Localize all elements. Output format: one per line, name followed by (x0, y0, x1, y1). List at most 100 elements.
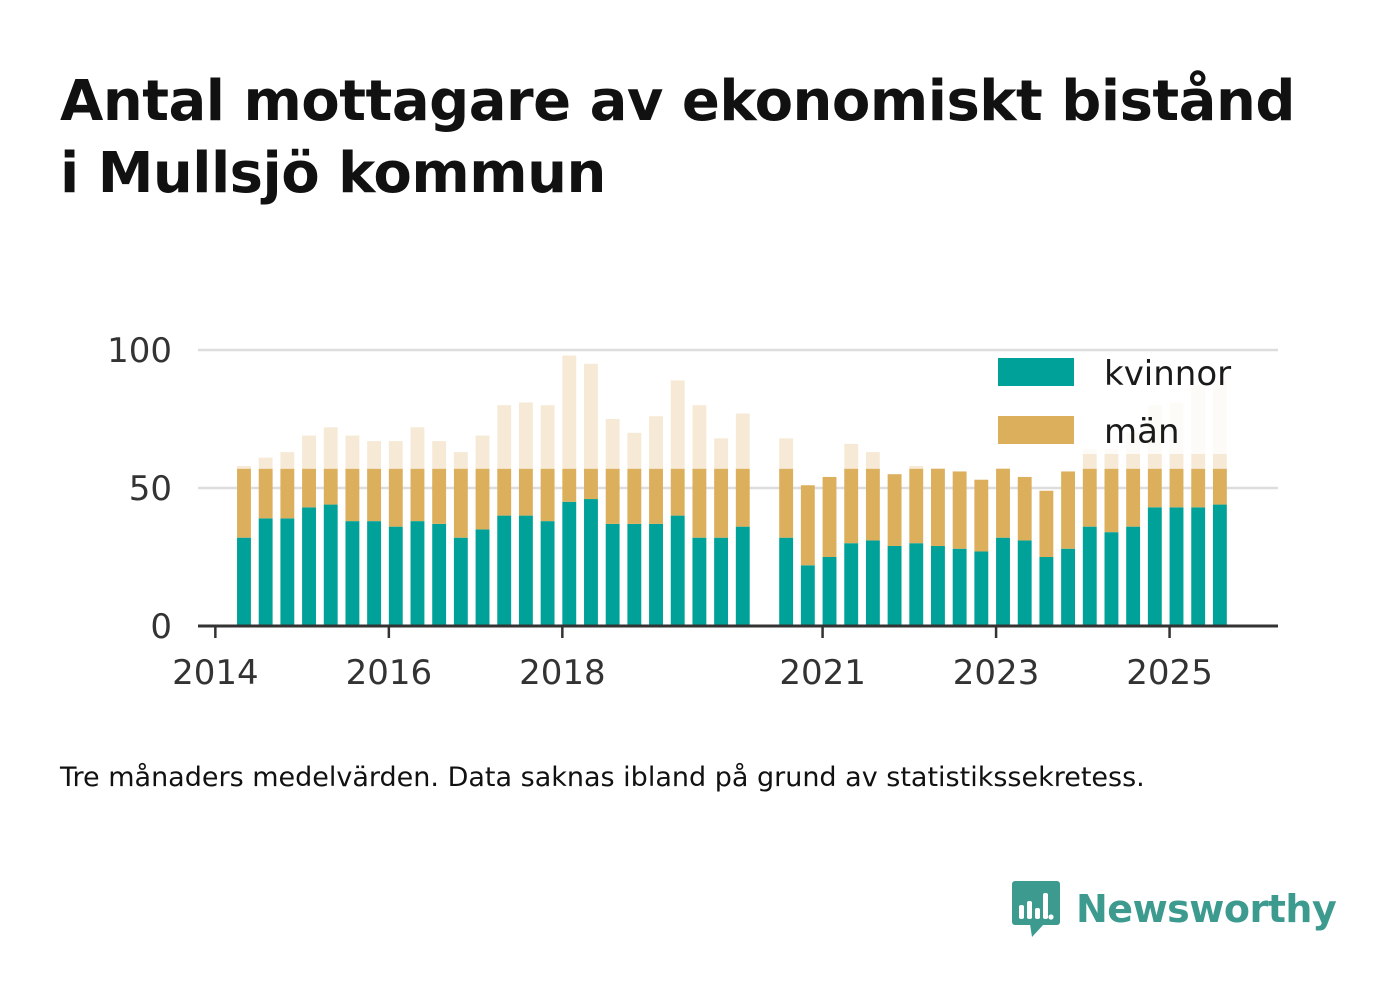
brand-name: Newsworthy (1076, 887, 1337, 931)
bar-man-faded-4 (323, 427, 338, 469)
bar-man-20 (670, 468, 685, 516)
bar-man-14 (540, 468, 555, 522)
bar-kvinnor-34 (996, 537, 1010, 626)
bar-kvinnor-5 (345, 521, 360, 626)
bar-man-13 (518, 468, 533, 516)
bar-kvinnor-17 (605, 523, 620, 626)
bar-kvinnor-2 (280, 518, 295, 626)
bar-man-faded-22 (714, 438, 729, 469)
bar-man-24 (779, 468, 794, 538)
bar-man-1 (258, 468, 273, 519)
bar-man-33 (974, 479, 989, 552)
chart-title-line-2: i Mullsjö kommun (60, 141, 606, 206)
bar-man-4 (323, 468, 338, 505)
y-tick-label-0: 0 (150, 607, 172, 647)
bar-kvinnor-23 (735, 526, 750, 626)
x-tick-label-2016: 2016 (346, 653, 433, 693)
bar-kvinnor-10 (453, 537, 468, 626)
bar-man-18 (627, 468, 642, 524)
bar-man-faded-12 (497, 405, 512, 469)
bar-man-faded-20 (670, 380, 685, 469)
bar-man-faded-14 (540, 405, 555, 469)
bar-man-faded-9 (432, 441, 447, 469)
bar-series (237, 355, 1227, 626)
bar-man-faded-23 (735, 413, 750, 469)
bar-man-faded-30 (909, 465, 924, 469)
bar-kvinnor-40 (1126, 526, 1141, 626)
bar-man-40 (1126, 468, 1141, 527)
bar-kvinnor-11 (475, 529, 490, 626)
bar-man-36 (1039, 490, 1054, 557)
bar-man-7 (388, 468, 403, 527)
bar-man-31 (931, 468, 945, 546)
axes: 0 50 100 2014 2016 2018 2021 2023 2025 (107, 331, 1278, 693)
bar-man-42 (1169, 468, 1184, 508)
bar-man-17 (605, 468, 620, 524)
bar-man-28 (865, 468, 880, 541)
bar-man-8 (410, 468, 425, 522)
bar-man-faded-13 (518, 402, 533, 469)
bar-man-5 (345, 468, 360, 522)
bar-kvinnor-28 (865, 540, 880, 626)
bar-kvinnor-7 (388, 526, 403, 626)
bar-man-faded-38 (1082, 449, 1097, 469)
bar-kvinnor-31 (931, 545, 945, 626)
chart-title: Antal mottagare av ekonomiskt bistånd i … (60, 66, 1350, 210)
bar-man-faded-5 (345, 435, 360, 469)
bar-kvinnor-29 (887, 545, 902, 626)
bar-man-39 (1104, 468, 1119, 533)
bar-kvinnor-24 (779, 537, 794, 626)
bar-kvinnor-18 (627, 523, 642, 626)
bar-man-faded-3 (302, 435, 316, 469)
bar-man-12 (497, 468, 512, 516)
bar-kvinnor-19 (649, 523, 663, 626)
bar-man-faded-11 (475, 435, 490, 469)
bar-man-30 (909, 468, 924, 544)
legend-label-0: kvinnor (1104, 354, 1231, 394)
bar-man-19 (649, 468, 663, 524)
bar-kvinnor-0 (237, 537, 251, 626)
bar-kvinnor-25 (800, 565, 815, 626)
bar-man-9 (432, 468, 447, 524)
bar-man-6 (367, 468, 382, 522)
legend-swatch-0 (998, 358, 1074, 386)
bar-man-faded-6 (367, 441, 382, 469)
bar-kvinnor-41 (1147, 507, 1162, 626)
bar-man-faded-0 (237, 465, 251, 469)
bar-kvinnor-22 (714, 537, 729, 626)
bar-man-15 (562, 468, 577, 502)
bar-man-faded-28 (865, 452, 880, 469)
bar-kvinnor-33 (974, 551, 989, 626)
bar-man-3 (302, 468, 316, 508)
bar-man-43 (1191, 468, 1206, 508)
bar-man-11 (475, 468, 490, 530)
footnote: Tre månaders medelvärden. Data saknas ib… (60, 762, 1145, 793)
bar-man-10 (453, 468, 468, 538)
bar-kvinnor-36 (1039, 557, 1054, 626)
bar-man-41 (1147, 468, 1162, 508)
bar-man-faded-27 (844, 443, 859, 469)
bar-man-faded-2 (280, 452, 295, 469)
legend-label-1: män (1104, 412, 1180, 452)
bar-man-29 (887, 474, 902, 546)
bar-man-faded-1 (258, 457, 273, 469)
bar-man-16 (584, 468, 598, 500)
newsworthy-logo-icon (1012, 881, 1060, 937)
bar-man-25 (800, 485, 815, 566)
bar-kvinnor-12 (497, 515, 512, 626)
legend: kvinnor män (982, 352, 1244, 454)
bar-man-faded-10 (453, 452, 468, 469)
bar-man-faded-15 (562, 355, 577, 469)
bar-man-35 (1017, 476, 1032, 541)
bar-man-faded-7 (388, 441, 403, 469)
bar-man-faded-24 (779, 438, 794, 469)
brand-logo: Newsworthy (1010, 878, 1337, 940)
bar-man-34 (996, 468, 1010, 538)
x-tick-label-2025: 2025 (1126, 653, 1213, 693)
bar-man-26 (822, 476, 837, 557)
bar-man-23 (735, 468, 750, 527)
y-tick-label-100: 100 (107, 331, 172, 371)
bar-kvinnor-20 (670, 515, 685, 626)
bar-man-32 (952, 471, 967, 549)
